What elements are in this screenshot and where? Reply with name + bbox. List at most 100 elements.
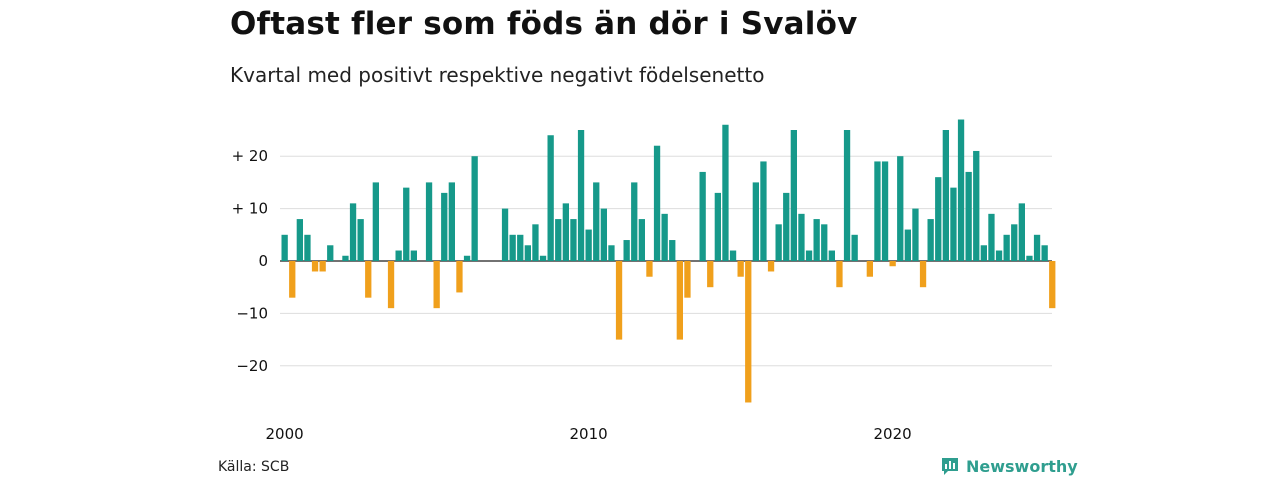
bar-positive: [562, 203, 569, 261]
bar-negative: [919, 261, 927, 288]
bar-positive: [593, 182, 600, 261]
brand-logo: Newsworthy: [940, 456, 1078, 476]
bar-chart: + 20 + 10 0 −10 −20 2000 2010 2020: [232, 119, 1056, 443]
bar-positive: [805, 250, 813, 261]
bars: [281, 119, 1056, 403]
bar-positive: [509, 234, 516, 261]
bar-positive: [555, 219, 562, 261]
bar-positive: [448, 182, 455, 261]
chart-title: Oftast fler som föds än dör i Svalöv: [230, 6, 858, 42]
chart-subtitle: Kvartal med positivt respektive negativt…: [230, 63, 765, 87]
bar-negative: [646, 261, 653, 277]
y-tick-label: + 20: [232, 147, 268, 165]
bar-positive: [980, 245, 987, 261]
bar-negative: [707, 261, 714, 288]
y-tick-label: 0: [258, 252, 268, 270]
bar-positive: [950, 187, 957, 261]
bar-positive: [425, 182, 433, 261]
bar-negative: [836, 261, 843, 288]
bar-positive: [760, 161, 767, 261]
axis: + 20 + 10 0 −10 −20 2000 2010 2020: [232, 147, 912, 443]
bar-negative: [745, 261, 752, 403]
bar-positive: [463, 255, 471, 261]
bar-positive: [661, 213, 668, 261]
bar-negative: [615, 261, 623, 340]
bar-positive: [281, 234, 288, 261]
bar-positive: [623, 240, 630, 261]
bar-positive: [653, 145, 661, 261]
bar-positive: [638, 219, 645, 261]
bar-positive: [539, 255, 547, 261]
y-tick-label: −20: [236, 357, 268, 375]
bar-positive: [1041, 245, 1048, 261]
bar-positive: [973, 150, 980, 261]
bar-positive: [813, 219, 820, 261]
bar-positive: [600, 208, 607, 261]
bar-negative: [684, 261, 691, 298]
bar-positive: [942, 130, 949, 261]
bar-positive: [957, 119, 965, 262]
bar-positive: [501, 208, 509, 261]
bar-positive: [1026, 255, 1033, 261]
bar-negative: [311, 261, 319, 272]
bar-positive: [821, 224, 828, 261]
bar-positive: [699, 171, 706, 261]
bar-positive: [524, 245, 531, 261]
bar-positive: [577, 130, 585, 261]
bar-negative: [737, 261, 744, 277]
bar-positive: [775, 224, 782, 261]
bar-positive: [783, 192, 790, 261]
bar-positive: [631, 182, 638, 261]
bar-positive: [790, 130, 797, 261]
x-tick-label: 2010: [570, 425, 608, 443]
bar-positive: [403, 187, 410, 261]
bar-positive: [1003, 234, 1010, 261]
bar-positive: [897, 156, 904, 261]
bar-positive: [1018, 203, 1025, 261]
bar-positive: [608, 245, 615, 261]
bar-positive: [327, 245, 334, 261]
bar-positive: [722, 124, 729, 261]
bar-positive: [729, 250, 737, 261]
bar-positive: [798, 213, 805, 261]
bar-positive: [851, 234, 858, 261]
x-tick-label: 2020: [874, 425, 912, 443]
bar-positive: [296, 219, 303, 261]
bar-positive: [357, 219, 364, 261]
bar-positive: [904, 229, 911, 261]
bar-positive: [372, 182, 379, 261]
brand-name: Newsworthy: [966, 456, 1078, 476]
bar-positive: [752, 182, 759, 261]
bar-negative: [365, 261, 372, 298]
bar-positive: [995, 250, 1003, 261]
bar-positive: [881, 161, 889, 261]
bar-negative: [889, 261, 896, 267]
bar-positive: [874, 161, 881, 261]
newsworthy-logo-icon: [942, 458, 958, 475]
bar-negative: [1049, 261, 1056, 309]
bar-positive: [1033, 234, 1041, 261]
bar-positive: [935, 177, 942, 261]
bar-positive: [988, 213, 995, 261]
bar-negative: [456, 261, 463, 293]
bar-positive: [714, 192, 721, 261]
bar-positive: [471, 156, 478, 261]
bar-negative: [289, 261, 296, 298]
bar-negative: [866, 261, 873, 277]
bar-positive: [395, 250, 402, 261]
bar-positive: [547, 135, 554, 261]
bar-positive: [585, 229, 592, 261]
bar-positive: [304, 234, 311, 261]
bar-negative: [676, 261, 683, 340]
y-tick-label: + 10: [232, 200, 268, 218]
bar-negative: [319, 261, 326, 272]
bar-positive: [843, 130, 851, 261]
bar-positive: [410, 250, 417, 261]
y-tick-label: −10: [236, 304, 268, 322]
bar-positive: [441, 192, 448, 261]
bar-negative: [767, 261, 775, 272]
bar-positive: [349, 203, 357, 261]
bar-positive: [965, 171, 972, 261]
bar-negative: [387, 261, 395, 309]
bar-positive: [570, 219, 577, 261]
